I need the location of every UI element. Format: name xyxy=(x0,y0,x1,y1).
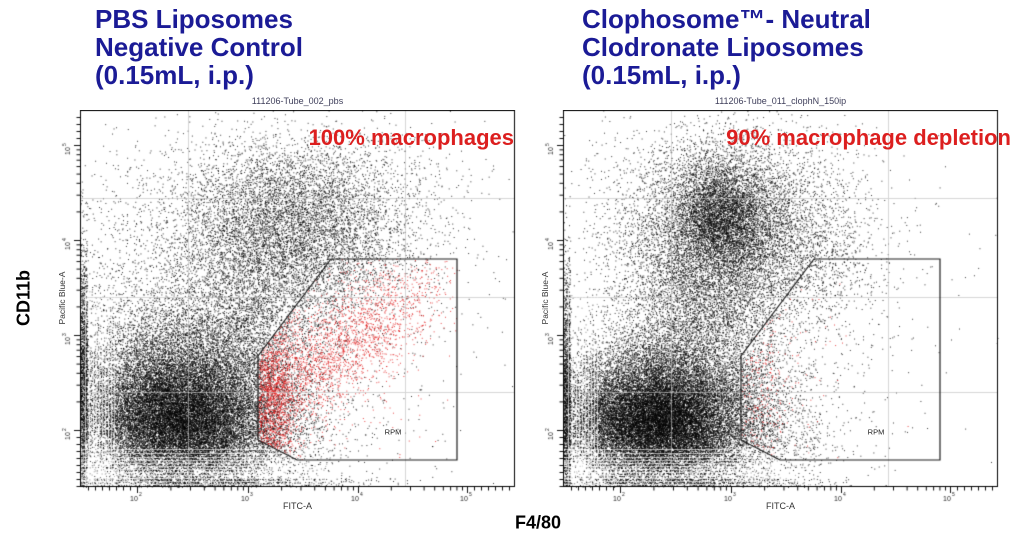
x-axis-label: FITC-A xyxy=(283,501,312,511)
outer-x-axis-label: F4/80 xyxy=(514,512,562,533)
plot-title: 111206-Tube_011_clophN_150ip xyxy=(714,96,847,106)
panel-heading-left: PBS Liposomes Negative Control (0.15mL, … xyxy=(95,5,303,89)
heading-line: Negative Control xyxy=(95,32,304,62)
gate-label: RPM xyxy=(867,427,885,437)
y-axis-label: Pacific Blue-A xyxy=(540,271,550,325)
heading-line: (0.15mL, i.p.) xyxy=(95,60,254,90)
scatter-plot-canvas xyxy=(60,110,522,510)
y-axis-label: Pacific Blue-A xyxy=(57,271,67,325)
heading-line: (0.15mL, i.p.) xyxy=(582,60,741,90)
plot-title: 111206-Tube_002_pbs xyxy=(251,96,344,106)
stat-annotation: 100% macrophages xyxy=(308,125,514,150)
gate-label: RPM xyxy=(384,427,402,437)
panel-heading-right: Clophosome™- Neutral Clodronate Liposome… xyxy=(582,5,871,89)
outer-y-axis-label: CD11b xyxy=(13,269,34,327)
dot-plot-panel-clophosome: 111206-Tube_011_clophN_150ip 90% macroph… xyxy=(540,96,1011,539)
heading-line: Clodronate Liposomes xyxy=(582,32,864,62)
heading-line: PBS Liposomes xyxy=(95,4,293,34)
stat-annotation: 90% macrophage depletion xyxy=(726,125,1011,150)
scatter-plot-canvas xyxy=(543,110,1005,510)
x-axis-label: FITC-A xyxy=(766,501,795,511)
dot-plot-panel-pbs: 111206-Tube_002_pbs 100% macrophages RPM… xyxy=(57,96,522,539)
heading-line: Clophosome™- Neutral xyxy=(582,4,871,34)
